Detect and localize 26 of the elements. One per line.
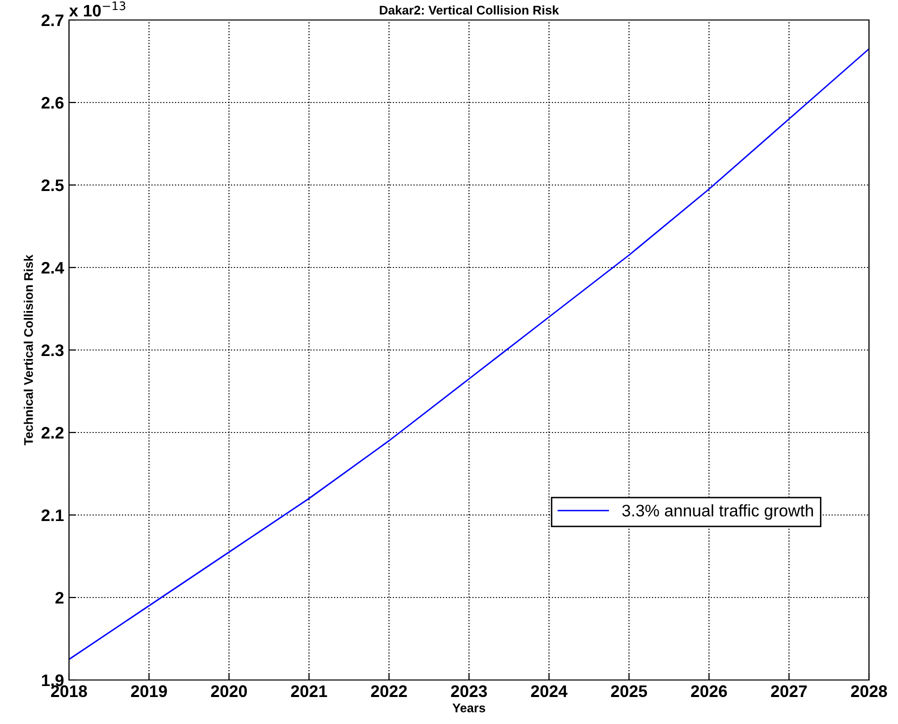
x-tick-label: 2025 xyxy=(611,685,648,698)
x-tick-label: 2019 xyxy=(131,685,167,698)
y-axis-title: Technical Vertical Collision Risk xyxy=(24,254,33,446)
y-tick-label: 2.1 xyxy=(42,509,64,522)
x-tick-label: 2021 xyxy=(291,685,328,698)
y-tick-label: 2.3 xyxy=(42,344,64,356)
y-tick-label: 2.4 xyxy=(42,262,64,274)
y-tick-label: 2.6 xyxy=(42,96,64,109)
x-tick-label: 2027 xyxy=(771,685,807,698)
y-tick-label: 2.2 xyxy=(42,426,64,439)
line-series xyxy=(69,48,869,660)
y-tick-label: 2.5 xyxy=(42,179,64,192)
y-tick-label: 2 xyxy=(55,592,64,604)
x-tick-label: 2028 xyxy=(851,685,888,698)
x-tick-label: 2026 xyxy=(691,685,727,698)
x-tick-label: 2024 xyxy=(531,685,568,698)
y-tick-label: 2.7 xyxy=(42,14,64,26)
x-tick-label: 2022 xyxy=(371,685,407,698)
x-tick-label: 2023 xyxy=(451,685,487,698)
y-tick-label: 1.9 xyxy=(42,674,64,686)
x-tick-label: 2018 xyxy=(51,685,88,698)
legend-label: 3.3% annual traffic growth xyxy=(622,504,813,520)
x-tick-label: 2020 xyxy=(211,685,247,698)
text: x 10$^{−13}$ xyxy=(69,1,126,17)
chart-title: Dakar2: Vertical Collision Risk xyxy=(380,5,559,15)
x-axis-title: Years xyxy=(452,704,486,712)
